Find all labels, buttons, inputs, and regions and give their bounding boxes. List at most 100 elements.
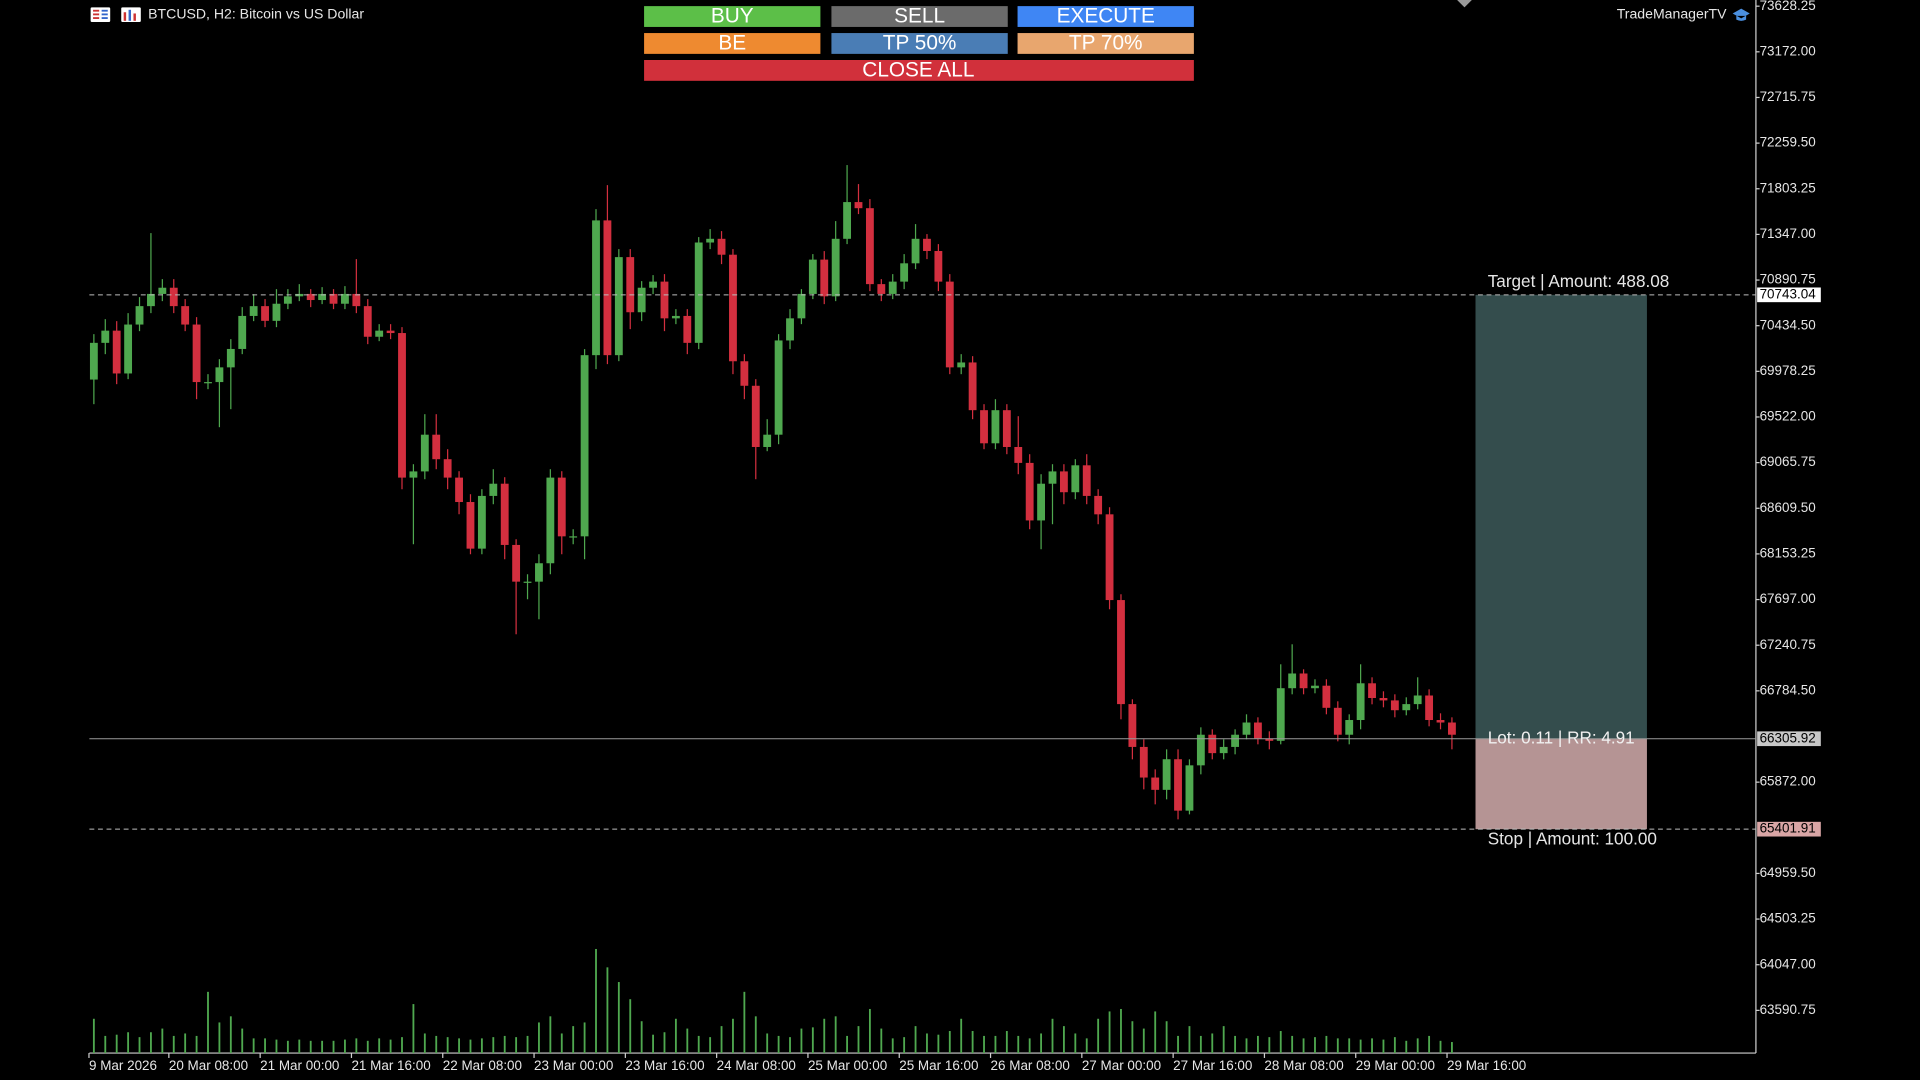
- button-label[interactable]: BE: [718, 32, 746, 55]
- candle-body: [1105, 514, 1114, 601]
- volume-bar: [720, 1026, 723, 1054]
- candle-body: [854, 202, 863, 209]
- candle-body: [1276, 688, 1285, 741]
- candle-body: [147, 293, 155, 307]
- target-label: Target | Amount: 488.08: [1488, 271, 1670, 291]
- button-label[interactable]: EXECUTE: [1057, 5, 1155, 28]
- candle-body: [820, 259, 829, 297]
- y-tick-label: 67240.75: [1760, 637, 1816, 652]
- volume-bar: [1336, 1038, 1339, 1054]
- candle-body: [1208, 734, 1217, 754]
- candle-body: [706, 238, 715, 243]
- candle-body: [1151, 777, 1160, 790]
- candle-body: [1356, 683, 1365, 721]
- volume-bar: [423, 1033, 426, 1054]
- candle-body: [455, 477, 463, 503]
- button-label[interactable]: TP 50%: [883, 32, 957, 55]
- candle-body: [1299, 673, 1308, 689]
- y-tick-label: 69065.75: [1760, 454, 1816, 469]
- volume-bar: [640, 1021, 643, 1054]
- button-label[interactable]: CLOSE ALL: [862, 59, 974, 82]
- volume-bar: [960, 1018, 963, 1054]
- volume-bar: [1165, 1021, 1168, 1054]
- volume-bar: [926, 1033, 928, 1054]
- button-be[interactable]: BE: [644, 32, 821, 55]
- y-tick-label: 63590.75: [1760, 1002, 1816, 1017]
- volume-bar: [1257, 1035, 1259, 1054]
- candle-body: [740, 361, 749, 386]
- volume-bar: [1005, 1031, 1008, 1054]
- x-tick-label: 26 Mar 08:00: [991, 1058, 1070, 1073]
- volume-bar: [914, 1026, 917, 1054]
- candle-body: [386, 330, 395, 334]
- volume-bar: [937, 1034, 940, 1054]
- volume-bar: [1416, 1038, 1419, 1054]
- button-close-all[interactable]: CLOSE ALL: [644, 59, 1194, 82]
- candle-body: [911, 238, 920, 264]
- volume-bar: [1291, 1035, 1294, 1054]
- volume-bar: [1279, 1031, 1282, 1054]
- button-label[interactable]: TP 70%: [1069, 32, 1143, 55]
- volume-bar: [595, 948, 597, 1054]
- button-sell[interactable]: SELL: [831, 5, 1008, 28]
- candle-body: [1368, 683, 1376, 699]
- volume-bar: [241, 1028, 244, 1054]
- candle-body: [763, 434, 772, 447]
- candle-body: [1185, 765, 1194, 811]
- volume-bar: [1097, 1018, 1100, 1054]
- candle-body: [375, 330, 384, 337]
- candle-body: [89, 342, 98, 380]
- candle-body: [843, 202, 851, 239]
- candle-body: [1265, 738, 1274, 741]
- button-label[interactable]: BUY: [711, 5, 754, 28]
- volume-bar: [435, 1035, 438, 1054]
- button-tp70[interactable]: TP 70%: [1017, 32, 1194, 55]
- button-buy[interactable]: BUY: [644, 5, 821, 28]
- volume-bar: [264, 1038, 266, 1054]
- stop-label: Stop | Amount: 100.00: [1488, 829, 1657, 849]
- candle-body: [1094, 495, 1103, 515]
- candle-body: [249, 306, 258, 316]
- candle-body: [329, 293, 338, 304]
- candle-body: [614, 257, 623, 356]
- candle-body: [923, 238, 931, 252]
- button-tp50[interactable]: TP 50%: [831, 32, 1008, 55]
- volume-bar: [583, 1022, 586, 1054]
- volume-bar: [195, 1035, 198, 1054]
- volume-bar: [1108, 1011, 1111, 1054]
- candle-body: [420, 434, 429, 472]
- candle-body: [1071, 465, 1080, 493]
- volume-bar: [1234, 1035, 1237, 1054]
- button-label[interactable]: SELL: [894, 5, 945, 28]
- candle-body: [808, 259, 817, 294]
- candle-body: [1219, 746, 1228, 754]
- candle-body: [341, 293, 349, 304]
- y-tick-label: 67697.00: [1760, 591, 1816, 606]
- candle-body: [363, 306, 372, 337]
- candle-body: [1196, 734, 1205, 766]
- y-tick-label: 72715.75: [1760, 89, 1816, 104]
- button-execute[interactable]: EXECUTE: [1017, 5, 1194, 28]
- candle-body: [1345, 720, 1354, 735]
- candle-body: [466, 502, 475, 549]
- volume-bar: [104, 1035, 107, 1054]
- candle-body: [1425, 695, 1434, 721]
- volume-bar: [1211, 1033, 1214, 1054]
- x-tick-label: 9 Mar 2026: [89, 1058, 157, 1073]
- candle-body: [603, 220, 612, 356]
- volume-bar: [652, 1034, 654, 1054]
- price-box: [1757, 731, 1821, 747]
- volume-bar: [1028, 1038, 1031, 1054]
- volume-bar: [948, 1031, 951, 1054]
- volume-bar: [834, 1016, 837, 1054]
- volume-bar: [674, 1018, 677, 1054]
- volume-bar: [1382, 1039, 1385, 1054]
- volume-bar: [172, 1035, 175, 1054]
- volume-bar: [1085, 1038, 1088, 1054]
- volume-bar: [903, 1037, 906, 1054]
- candle-body: [1402, 704, 1411, 711]
- candle-body: [261, 306, 269, 321]
- volume-bar: [526, 1035, 529, 1054]
- candle-body: [1436, 720, 1445, 723]
- candle-body: [717, 238, 726, 255]
